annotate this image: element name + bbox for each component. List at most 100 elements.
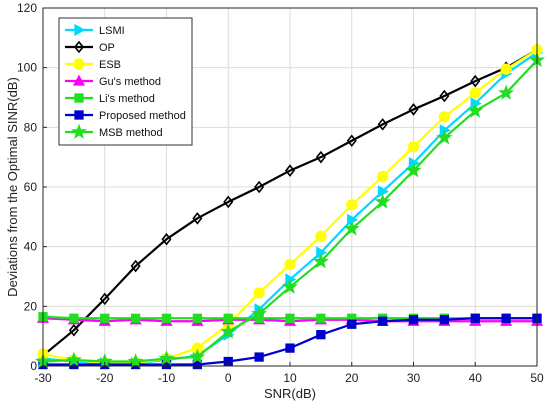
legend-marker [74,93,84,103]
legend: LSMI OP ESB Gu's method Li's method Proposed … [58,17,193,146]
data-point [158,350,175,366]
data-point [439,89,450,103]
data-point [254,180,265,194]
data-point [253,287,265,299]
data-point [347,319,357,329]
data-point [467,102,484,118]
y-tick-label: 100 [17,61,37,75]
y-tick-label: 0 [30,359,37,373]
data-point [407,141,420,153]
y-tick-label: 40 [24,240,38,254]
data-point [439,315,450,325]
data-point [316,313,326,323]
legend-label: Proposed method [99,110,186,122]
y-axis-label: Deviations from the Optimal SINR(dB) [5,77,20,297]
data-point [316,330,326,340]
data-point [130,313,141,323]
legend-marker [74,110,84,120]
legend-marker [73,58,85,70]
data-point [69,313,79,323]
tick-labels: -30 -20 -10 0 10 20 30 40 50 0 20 40 60 80 100 120 [17,1,544,385]
legend-marker [74,23,86,37]
data-point [377,118,388,131]
data-point [220,323,237,339]
data-point [189,348,206,364]
legend-marker [72,74,86,86]
data-point [68,323,79,337]
data-point [500,63,512,75]
legend-label: MSB method [99,127,163,139]
x-tick-label: 0 [225,371,232,385]
y-tick-label: 120 [17,1,37,15]
legend-label: OP [99,42,115,54]
legend-marker [71,123,87,139]
legend-label: Gu's method [99,76,161,88]
x-tick-label: 40 [469,371,483,385]
data-point [315,150,326,164]
data-point [65,351,82,367]
legend-entry-esb: ESB [65,58,121,71]
legend-label: ESB [99,59,121,71]
data-point [346,199,358,211]
data-point [470,313,480,323]
data-point [501,313,511,323]
data-point [161,232,172,246]
data-point [346,134,357,148]
data-point [312,253,329,269]
data-point [438,111,451,123]
data-point [408,103,419,116]
legend-entry-li-s-method: Li's method [65,93,155,105]
legend-entry-msb-method: MSB method [65,123,163,139]
data-point [130,259,141,273]
legend-entry-gu-s-method: Gu's method [65,74,161,88]
legend-marker [73,40,85,54]
data-point [127,353,144,369]
data-point [192,313,203,323]
data-point [192,212,203,225]
data-point [99,292,110,306]
data-point [254,352,264,362]
data-point [376,170,389,183]
legend-label: Li's method [99,93,155,105]
data-point [282,278,298,294]
legend-label: LSMI [99,25,125,37]
x-tick-label: -30 [34,371,52,385]
x-tick-label: -10 [158,371,176,385]
data-point [408,315,419,325]
x-tick-label: 30 [407,371,421,385]
legend-entry-lsmi: LSMI [65,23,125,37]
data-point [377,316,388,326]
y-tick-label: 60 [24,180,38,194]
data-point [343,220,360,236]
data-point [470,74,481,88]
data-point [284,258,296,271]
legend-entry-op: OP [65,40,115,54]
x-tick-label: -20 [96,371,114,385]
data-point [498,84,515,100]
x-tick-label: 50 [530,371,544,385]
data-point [315,230,327,242]
data-point [251,305,268,321]
grid [42,7,538,367]
legend-entry-proposed-method: Proposed method [65,110,186,122]
data-point [405,162,422,178]
data-point [374,193,391,209]
data-point [223,313,233,323]
x-tick-label: 20 [345,371,359,385]
data-point [285,343,295,353]
x-axis-label: SNR(dB) [264,386,316,401]
series-msb-method [35,51,545,369]
data-point [436,129,453,145]
data-point [100,313,110,323]
data-point [161,313,172,323]
data-point [469,87,481,99]
y-tick-label: 80 [24,120,38,134]
data-point [223,195,234,209]
y-tick-label: 20 [24,299,38,313]
data-point [285,313,295,323]
data-point [377,185,389,198]
x-tick-label: 10 [283,371,297,385]
series-line-op [42,48,538,357]
